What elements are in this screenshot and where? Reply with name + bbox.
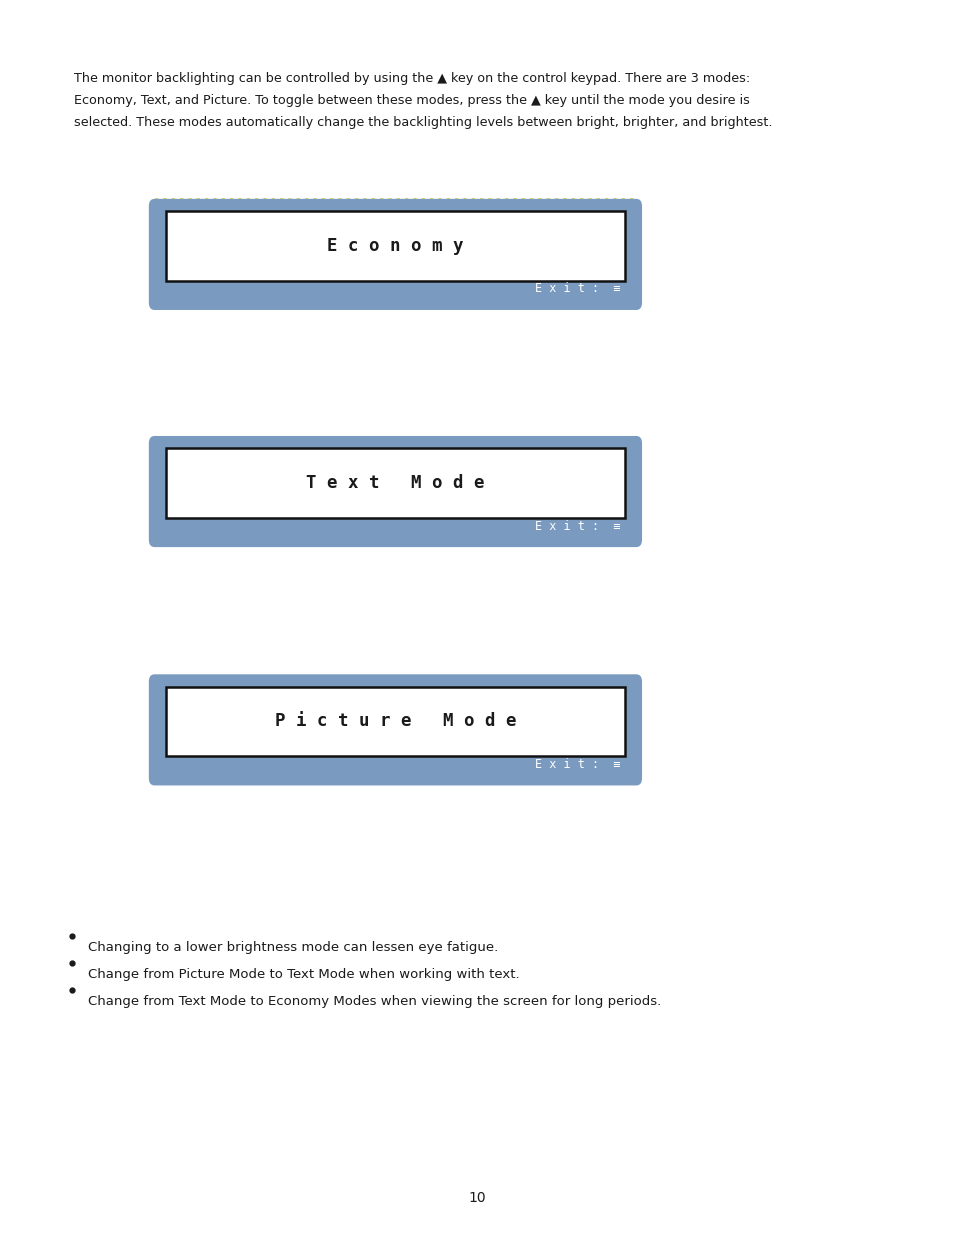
Text: E c o n o m y: E c o n o m y: [327, 237, 463, 254]
FancyBboxPatch shape: [166, 687, 624, 756]
FancyBboxPatch shape: [149, 436, 641, 547]
Text: – Reduced brightness: – Reduced brightness: [281, 211, 424, 225]
Text: The monitor backlighting can be controlled by using the ▲ key on the control key: The monitor backlighting can be controll…: [74, 72, 750, 85]
Text: Economy, Text, and Picture. To toggle between these modes, press the ▲ key until: Economy, Text, and Picture. To toggle be…: [74, 94, 749, 107]
Text: selected. These modes automatically change the backlighting levels between brigh: selected. These modes automatically chan…: [74, 116, 772, 130]
FancyBboxPatch shape: [149, 674, 641, 785]
Text: Change from Picture Mode to Text Mode when working with text.: Change from Picture Mode to Text Mode wh…: [88, 968, 518, 982]
Text: – Normal: – Normal: [226, 450, 285, 463]
Text: Changing to a lower brightness mode can lessen eye fatigue.: Changing to a lower brightness mode can …: [88, 941, 497, 955]
Text: P i c t u r e   M o d e: P i c t u r e M o d e: [274, 713, 516, 730]
Text: – High brightness: – High brightness: [243, 688, 359, 701]
Text: Change from Text Mode to Economy Modes when viewing the screen for long periods.: Change from Text Mode to Economy Modes w…: [88, 995, 660, 1009]
FancyBboxPatch shape: [166, 448, 624, 517]
FancyBboxPatch shape: [149, 199, 641, 310]
Text: 10: 10: [468, 1191, 485, 1205]
Text: E x i t :  ≡: E x i t : ≡: [534, 758, 619, 771]
Text: E x i t :  ≡: E x i t : ≡: [534, 283, 619, 295]
Text: E x i t :  ≡: E x i t : ≡: [534, 520, 619, 532]
FancyBboxPatch shape: [166, 211, 624, 280]
Text: T e x t   M o d e: T e x t M o d e: [306, 474, 484, 492]
